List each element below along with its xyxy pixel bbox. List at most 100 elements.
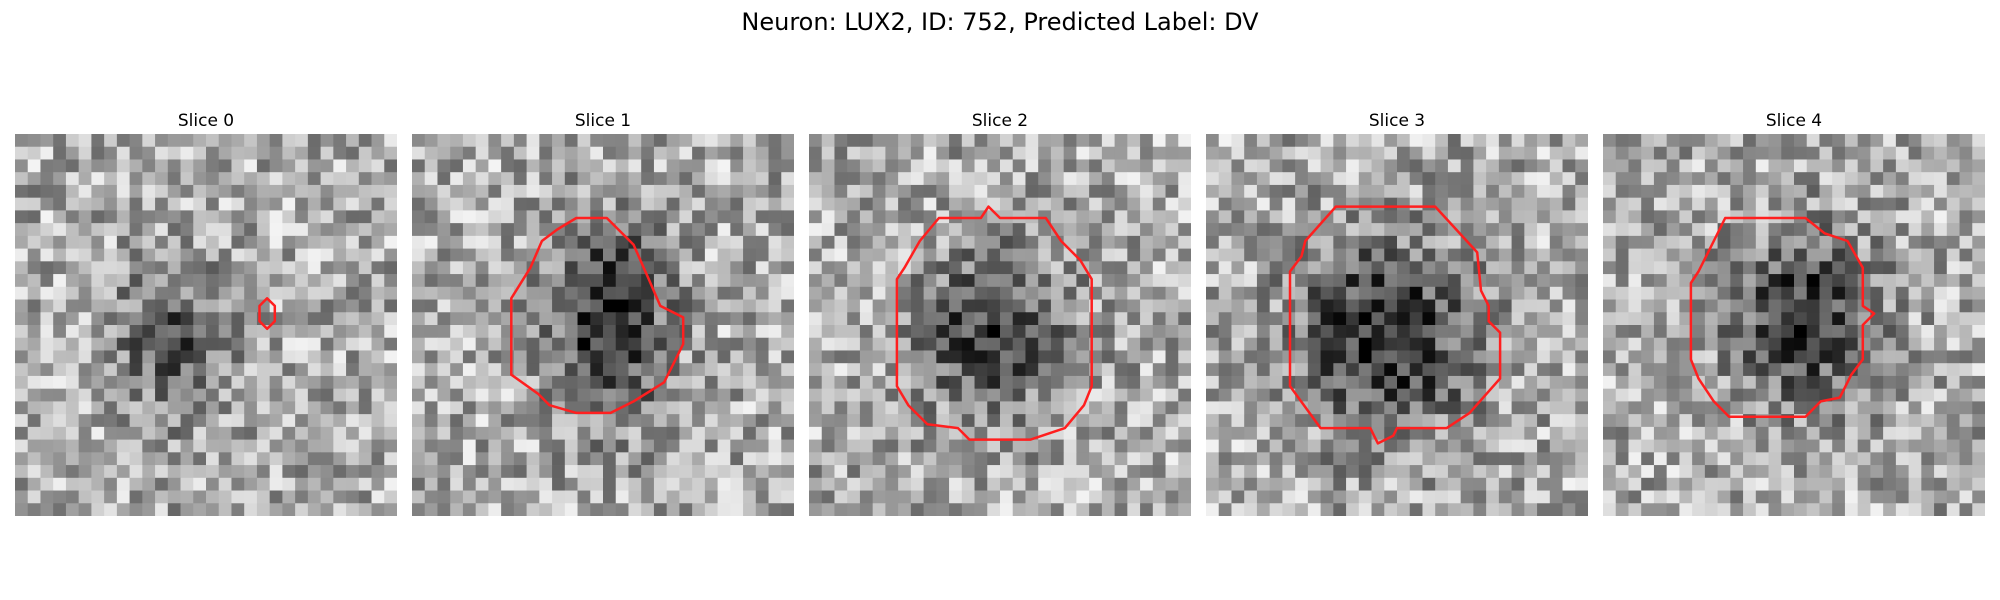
pixel bbox=[974, 350, 988, 364]
pixel bbox=[615, 337, 629, 351]
pixel bbox=[1063, 197, 1077, 211]
pixel bbox=[615, 210, 629, 224]
pixel bbox=[961, 261, 975, 275]
pixel bbox=[1832, 503, 1846, 516]
pixel bbox=[1127, 146, 1141, 160]
pixel bbox=[1089, 172, 1103, 186]
pixel bbox=[1844, 159, 1859, 173]
pixel bbox=[1435, 439, 1449, 453]
pixel bbox=[1333, 337, 1347, 351]
pixel bbox=[116, 414, 130, 428]
pixel bbox=[104, 159, 118, 173]
pixel bbox=[1165, 465, 1179, 479]
pixel bbox=[910, 159, 924, 173]
pixel bbox=[307, 439, 321, 453]
pixel bbox=[1806, 465, 1820, 479]
pixel bbox=[1422, 312, 1436, 326]
pixel bbox=[872, 184, 886, 199]
pixel bbox=[1295, 134, 1309, 148]
pixel bbox=[885, 337, 899, 351]
segmentation-contour bbox=[510, 216, 685, 415]
pixel bbox=[1397, 248, 1411, 262]
pixel bbox=[755, 210, 769, 224]
pixel bbox=[1050, 375, 1065, 390]
pixel bbox=[704, 248, 718, 262]
pixel bbox=[206, 490, 220, 504]
pixel bbox=[1628, 477, 1642, 491]
pixel bbox=[679, 363, 693, 377]
pixel bbox=[358, 503, 372, 516]
pixel bbox=[1178, 274, 1191, 288]
pixel bbox=[1524, 223, 1538, 237]
pixel bbox=[1934, 286, 1948, 300]
pixel bbox=[1050, 401, 1065, 415]
pixel bbox=[1333, 159, 1347, 173]
pixel bbox=[1486, 503, 1500, 516]
pixel bbox=[180, 184, 194, 199]
pixel bbox=[1346, 325, 1360, 339]
pixel bbox=[27, 452, 41, 466]
pixel bbox=[1140, 235, 1154, 249]
pixel bbox=[704, 439, 718, 453]
pixel bbox=[730, 312, 744, 326]
pixel bbox=[859, 299, 874, 313]
pixel bbox=[1038, 363, 1052, 377]
pixel bbox=[885, 248, 899, 262]
pixel bbox=[781, 172, 794, 186]
pixel bbox=[307, 261, 321, 275]
pixel bbox=[307, 197, 321, 211]
pixel bbox=[1768, 299, 1782, 313]
pixel bbox=[1244, 490, 1258, 504]
pixel bbox=[821, 337, 835, 351]
pixel bbox=[218, 477, 232, 491]
pixel bbox=[679, 414, 693, 428]
pixel bbox=[1473, 312, 1487, 326]
pixel bbox=[295, 184, 309, 199]
pixel bbox=[450, 337, 464, 351]
pixel bbox=[1231, 274, 1245, 288]
pixel bbox=[1857, 388, 1871, 402]
pixel bbox=[1524, 388, 1538, 402]
pixel bbox=[526, 223, 540, 237]
pixel bbox=[1038, 134, 1052, 148]
pixel bbox=[65, 299, 80, 313]
pixel bbox=[692, 414, 706, 428]
pixel bbox=[539, 477, 553, 491]
pixel bbox=[1615, 146, 1629, 160]
pixel bbox=[781, 274, 794, 288]
pixel bbox=[590, 375, 604, 390]
pixel bbox=[1025, 337, 1039, 351]
pixel bbox=[1012, 503, 1026, 516]
pixel bbox=[53, 414, 67, 428]
pixel bbox=[218, 503, 232, 516]
pixel bbox=[307, 223, 321, 237]
pixel bbox=[1307, 274, 1321, 288]
pixel bbox=[346, 375, 360, 390]
pixel bbox=[1511, 159, 1525, 173]
pixel bbox=[743, 401, 757, 415]
pixel bbox=[295, 223, 309, 237]
pixel bbox=[256, 375, 271, 390]
pixel bbox=[1549, 426, 1563, 440]
pixel bbox=[628, 337, 642, 351]
pixel bbox=[1114, 439, 1128, 453]
pixel bbox=[590, 439, 604, 453]
pixel bbox=[193, 388, 207, 402]
pixel bbox=[1206, 426, 1220, 440]
pixel bbox=[1114, 375, 1128, 390]
pixel bbox=[1549, 223, 1563, 237]
pixel bbox=[1422, 172, 1436, 186]
pixel bbox=[730, 172, 744, 186]
pixel bbox=[193, 299, 207, 313]
pixel bbox=[450, 477, 464, 491]
pixel bbox=[1050, 274, 1065, 288]
pixel bbox=[307, 210, 321, 224]
pixel bbox=[244, 197, 258, 211]
pixel bbox=[384, 312, 397, 326]
pixel bbox=[320, 465, 334, 479]
pixel bbox=[834, 159, 848, 173]
pixel bbox=[206, 172, 220, 186]
pixel bbox=[809, 248, 823, 262]
pixel bbox=[1603, 223, 1617, 237]
pixel bbox=[1333, 503, 1347, 516]
